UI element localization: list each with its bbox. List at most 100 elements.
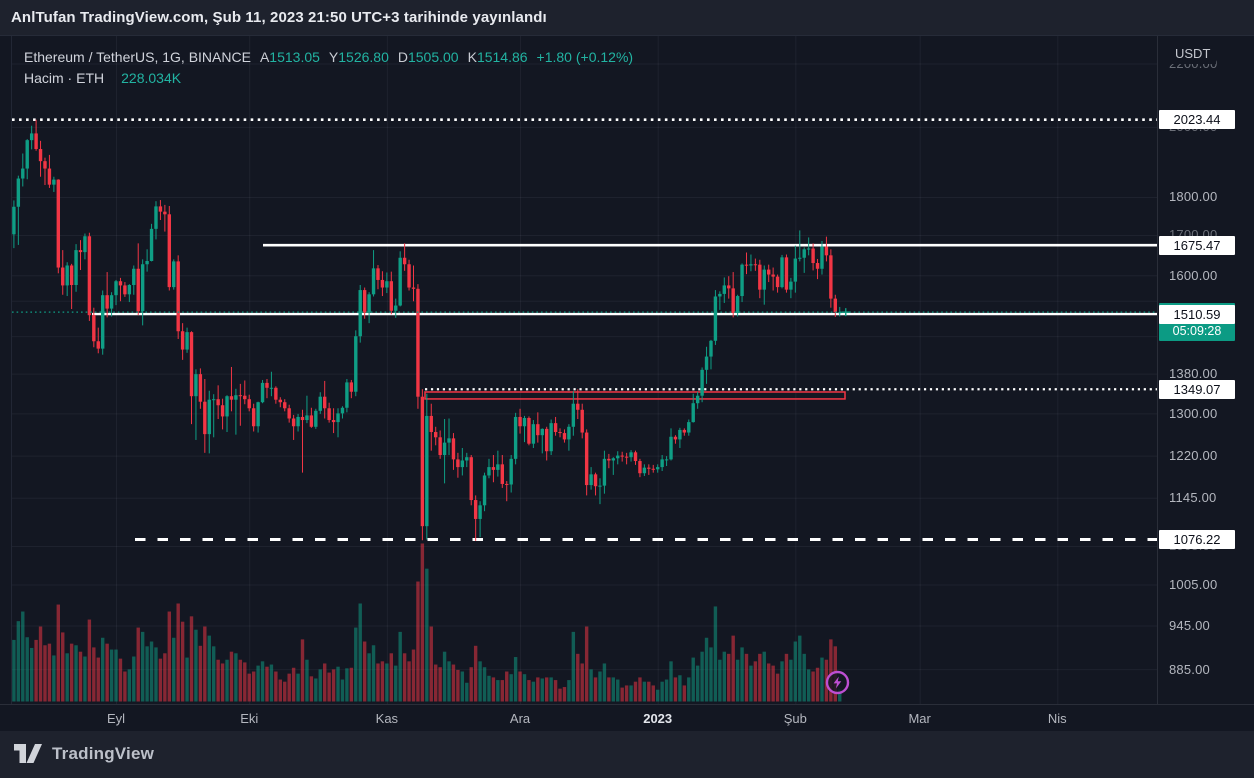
- volume-bar: [78, 651, 83, 702]
- volume-bar: [656, 689, 660, 702]
- volume-bar: [447, 661, 451, 702]
- candle-body: [309, 415, 314, 427]
- volume-bar: [691, 657, 695, 702]
- candle-body: [163, 211, 167, 215]
- price-tick-1220.00: 1220.00: [1169, 448, 1218, 464]
- candle-body: [225, 396, 229, 417]
- candle-body: [56, 179, 60, 268]
- volume-bar: [713, 606, 718, 702]
- volume-bar: [251, 671, 256, 702]
- volume-bar: [456, 669, 460, 702]
- candle-body: [65, 265, 69, 286]
- candle-body: [735, 296, 740, 313]
- legend-row-symbol: Ethereum / TetherUS, 1G, BINANCE A1513.0…: [24, 46, 633, 67]
- candle-body: [265, 382, 269, 388]
- candle-body: [576, 403, 580, 410]
- candle-body: [96, 341, 100, 349]
- candle-body: [833, 298, 837, 313]
- candle-body: [447, 438, 451, 443]
- candle-body: [820, 246, 824, 269]
- candle-body: [700, 369, 704, 396]
- volume-bar: [704, 637, 709, 702]
- volume-bar: [38, 626, 43, 702]
- candle-body: [656, 467, 660, 470]
- candle-body: [767, 269, 771, 275]
- volume-bar: [438, 667, 442, 702]
- candle-body: [487, 467, 491, 476]
- candle-body: [469, 457, 473, 501]
- candle-body: [127, 284, 132, 295]
- ohlc-value: 1514.86: [476, 48, 528, 65]
- volume-bar: [358, 603, 362, 702]
- volume-bar: [451, 664, 456, 702]
- candle-body: [331, 420, 336, 423]
- time-axis[interactable]: Eyl Eki Kas Ara 2023 Şub Mar Nis: [0, 704, 1254, 732]
- candle-body: [616, 455, 620, 459]
- candle-body: [38, 149, 43, 162]
- candle-body: [513, 416, 518, 459]
- candle-body: [567, 426, 571, 440]
- candle-body: [482, 475, 487, 506]
- volume-bar: [402, 653, 407, 702]
- volume-bar: [149, 641, 154, 702]
- volume-value: 228.034K: [121, 69, 182, 86]
- candle-body: [74, 250, 78, 285]
- candle-body: [198, 374, 203, 402]
- price-badge-2023.44: 2023.44: [1159, 110, 1235, 130]
- candle-body: [425, 415, 429, 527]
- volume-bar: [96, 657, 100, 702]
- candle-body: [434, 432, 438, 438]
- candle-body: [278, 399, 282, 403]
- candle-body: [362, 290, 367, 313]
- lightning-button[interactable]: [825, 670, 850, 695]
- volume-bar: [220, 663, 225, 702]
- candle-body: [558, 432, 562, 434]
- candle-body: [593, 474, 598, 487]
- candle-body: [607, 458, 611, 461]
- candle-body: [562, 433, 567, 440]
- brand-text: TradingView: [52, 743, 155, 763]
- chart-canvas[interactable]: [11, 36, 1157, 704]
- volume-bar: [442, 651, 447, 702]
- ohlc-value: 1513.05: [269, 48, 320, 65]
- volume-bar: [478, 661, 482, 702]
- price-axis[interactable]: USDT 2200.002000.001800.001700.001600.00…: [1157, 36, 1254, 704]
- price-badge-1675.47: 1675.47: [1159, 235, 1235, 255]
- volume-bar: [487, 675, 491, 702]
- volume-bar: [407, 661, 411, 702]
- volume-bar: [176, 603, 180, 702]
- candle-body: [660, 459, 664, 468]
- candle-body: [638, 461, 642, 474]
- volume-bar: [753, 661, 758, 702]
- chart-legend: Ethereum / TetherUS, 1G, BINANCE A1513.0…: [24, 46, 633, 88]
- candle-body: [709, 340, 713, 357]
- candle-body: [216, 399, 220, 406]
- volume-bar: [780, 661, 784, 702]
- volume-bar: [21, 611, 25, 702]
- candle-body: [283, 402, 287, 409]
- volume-bar: [793, 641, 798, 702]
- volume-bar: [460, 671, 465, 702]
- volume-bar: [411, 649, 416, 702]
- pane-left-border: [11, 36, 12, 732]
- volume-bar: [318, 669, 322, 702]
- volume-bar: [345, 668, 349, 702]
- resistance-box: [424, 391, 846, 400]
- volume-bar: [806, 669, 811, 702]
- volume-bar: [385, 663, 389, 702]
- candle-body: [180, 331, 185, 350]
- volume-bar: [229, 651, 234, 702]
- time-tick-Şub: Şub: [783, 711, 807, 726]
- candle-body: [416, 288, 420, 397]
- candle-body: [296, 416, 300, 427]
- brand-link[interactable]: TradingView: [14, 743, 154, 764]
- price-badge-1076.22: 1076.22: [1159, 529, 1235, 549]
- volume-bar: [491, 677, 496, 702]
- candle-body: [531, 424, 536, 444]
- price-tick-1300.00: 1300.00: [1169, 405, 1218, 421]
- volume-bar: [731, 635, 735, 702]
- chart-region[interactable]: Ethereum / TetherUS, 1G, BINANCE A1513.0…: [0, 35, 1254, 732]
- candle-body: [21, 168, 25, 179]
- time-tick-2023: 2023: [643, 711, 673, 726]
- volume-bar: [762, 651, 766, 702]
